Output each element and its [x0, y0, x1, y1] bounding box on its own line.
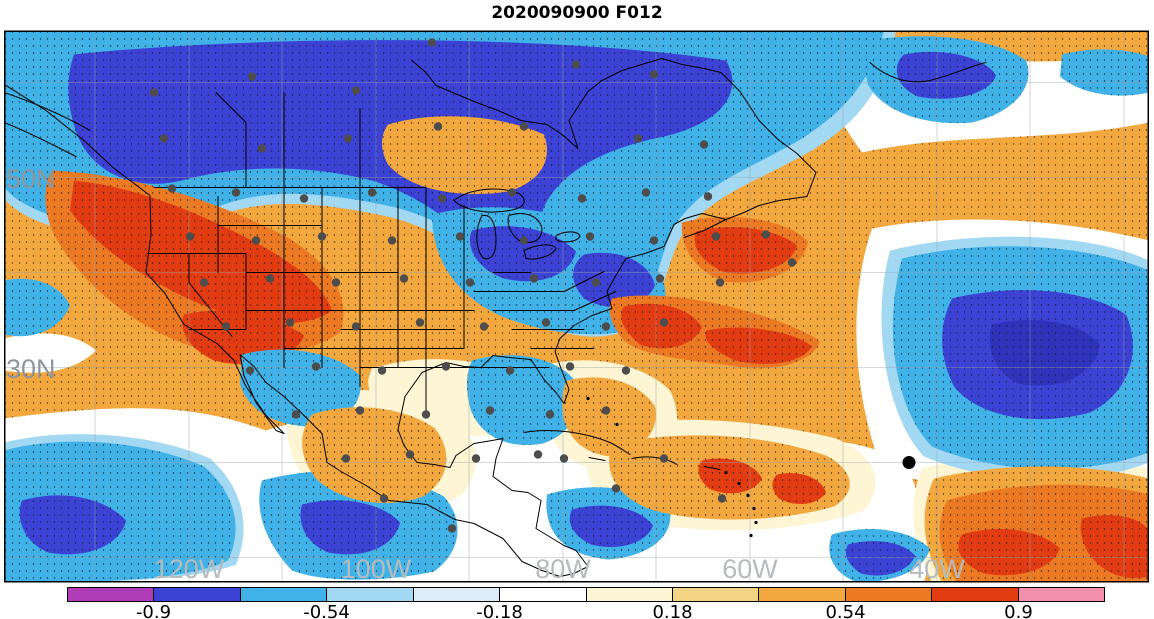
colorbar-tick-label: 0.54 [825, 602, 866, 619]
colorbar-segment [931, 588, 1018, 601]
chart-title: 2020090900 F012 [491, 3, 663, 23]
colorbar-segment [758, 588, 845, 601]
colorbar-segment [68, 588, 154, 601]
colorbar-segment [1017, 588, 1105, 601]
colorbar-gradient [67, 587, 1105, 602]
lon-label: 120W [153, 554, 225, 584]
colorbar-segment [585, 588, 672, 601]
lon-label: 100W [340, 554, 412, 584]
colorbar-tick-label: 0.9 [1004, 602, 1033, 619]
lon-label: 80W [535, 554, 591, 584]
colorbar-tick-label: -0.18 [476, 602, 523, 619]
graticule [4, 30, 1149, 583]
station-dots [149, 38, 797, 533]
lon-label: 40W [909, 554, 965, 584]
highlight-station-dot [902, 456, 916, 469]
lat-label-30n: 30N [6, 354, 56, 384]
colorbar-segment [844, 588, 932, 601]
lon-label: 60W [722, 554, 778, 584]
colorbar-segment [499, 588, 586, 601]
colorbar: -0.9 -0.54 -0.18 0.18 0.54 0.9 [67, 587, 1105, 619]
colorbar-tick-label: 0.18 [652, 602, 693, 619]
colorbar-segment [671, 588, 759, 601]
map-frame [4, 30, 1149, 583]
colorbar-segment [412, 588, 500, 601]
lat-label-50n: 50N [6, 164, 56, 194]
colorbar-ticks: -0.9 -0.54 -0.18 0.18 0.54 0.9 [67, 602, 1105, 619]
colorbar-tick-label: -0.54 [303, 602, 350, 619]
colorbar-segment [326, 588, 413, 601]
map-panel: 50N 30N 120W 100W 80W 60W 40W [4, 30, 1149, 584]
contour-map [4, 30, 1149, 583]
colorbar-tick-label: -0.9 [135, 602, 172, 619]
contour-fill [4, 30, 1149, 583]
colorbar-segment [239, 588, 327, 601]
colorbar-segment [153, 588, 240, 601]
